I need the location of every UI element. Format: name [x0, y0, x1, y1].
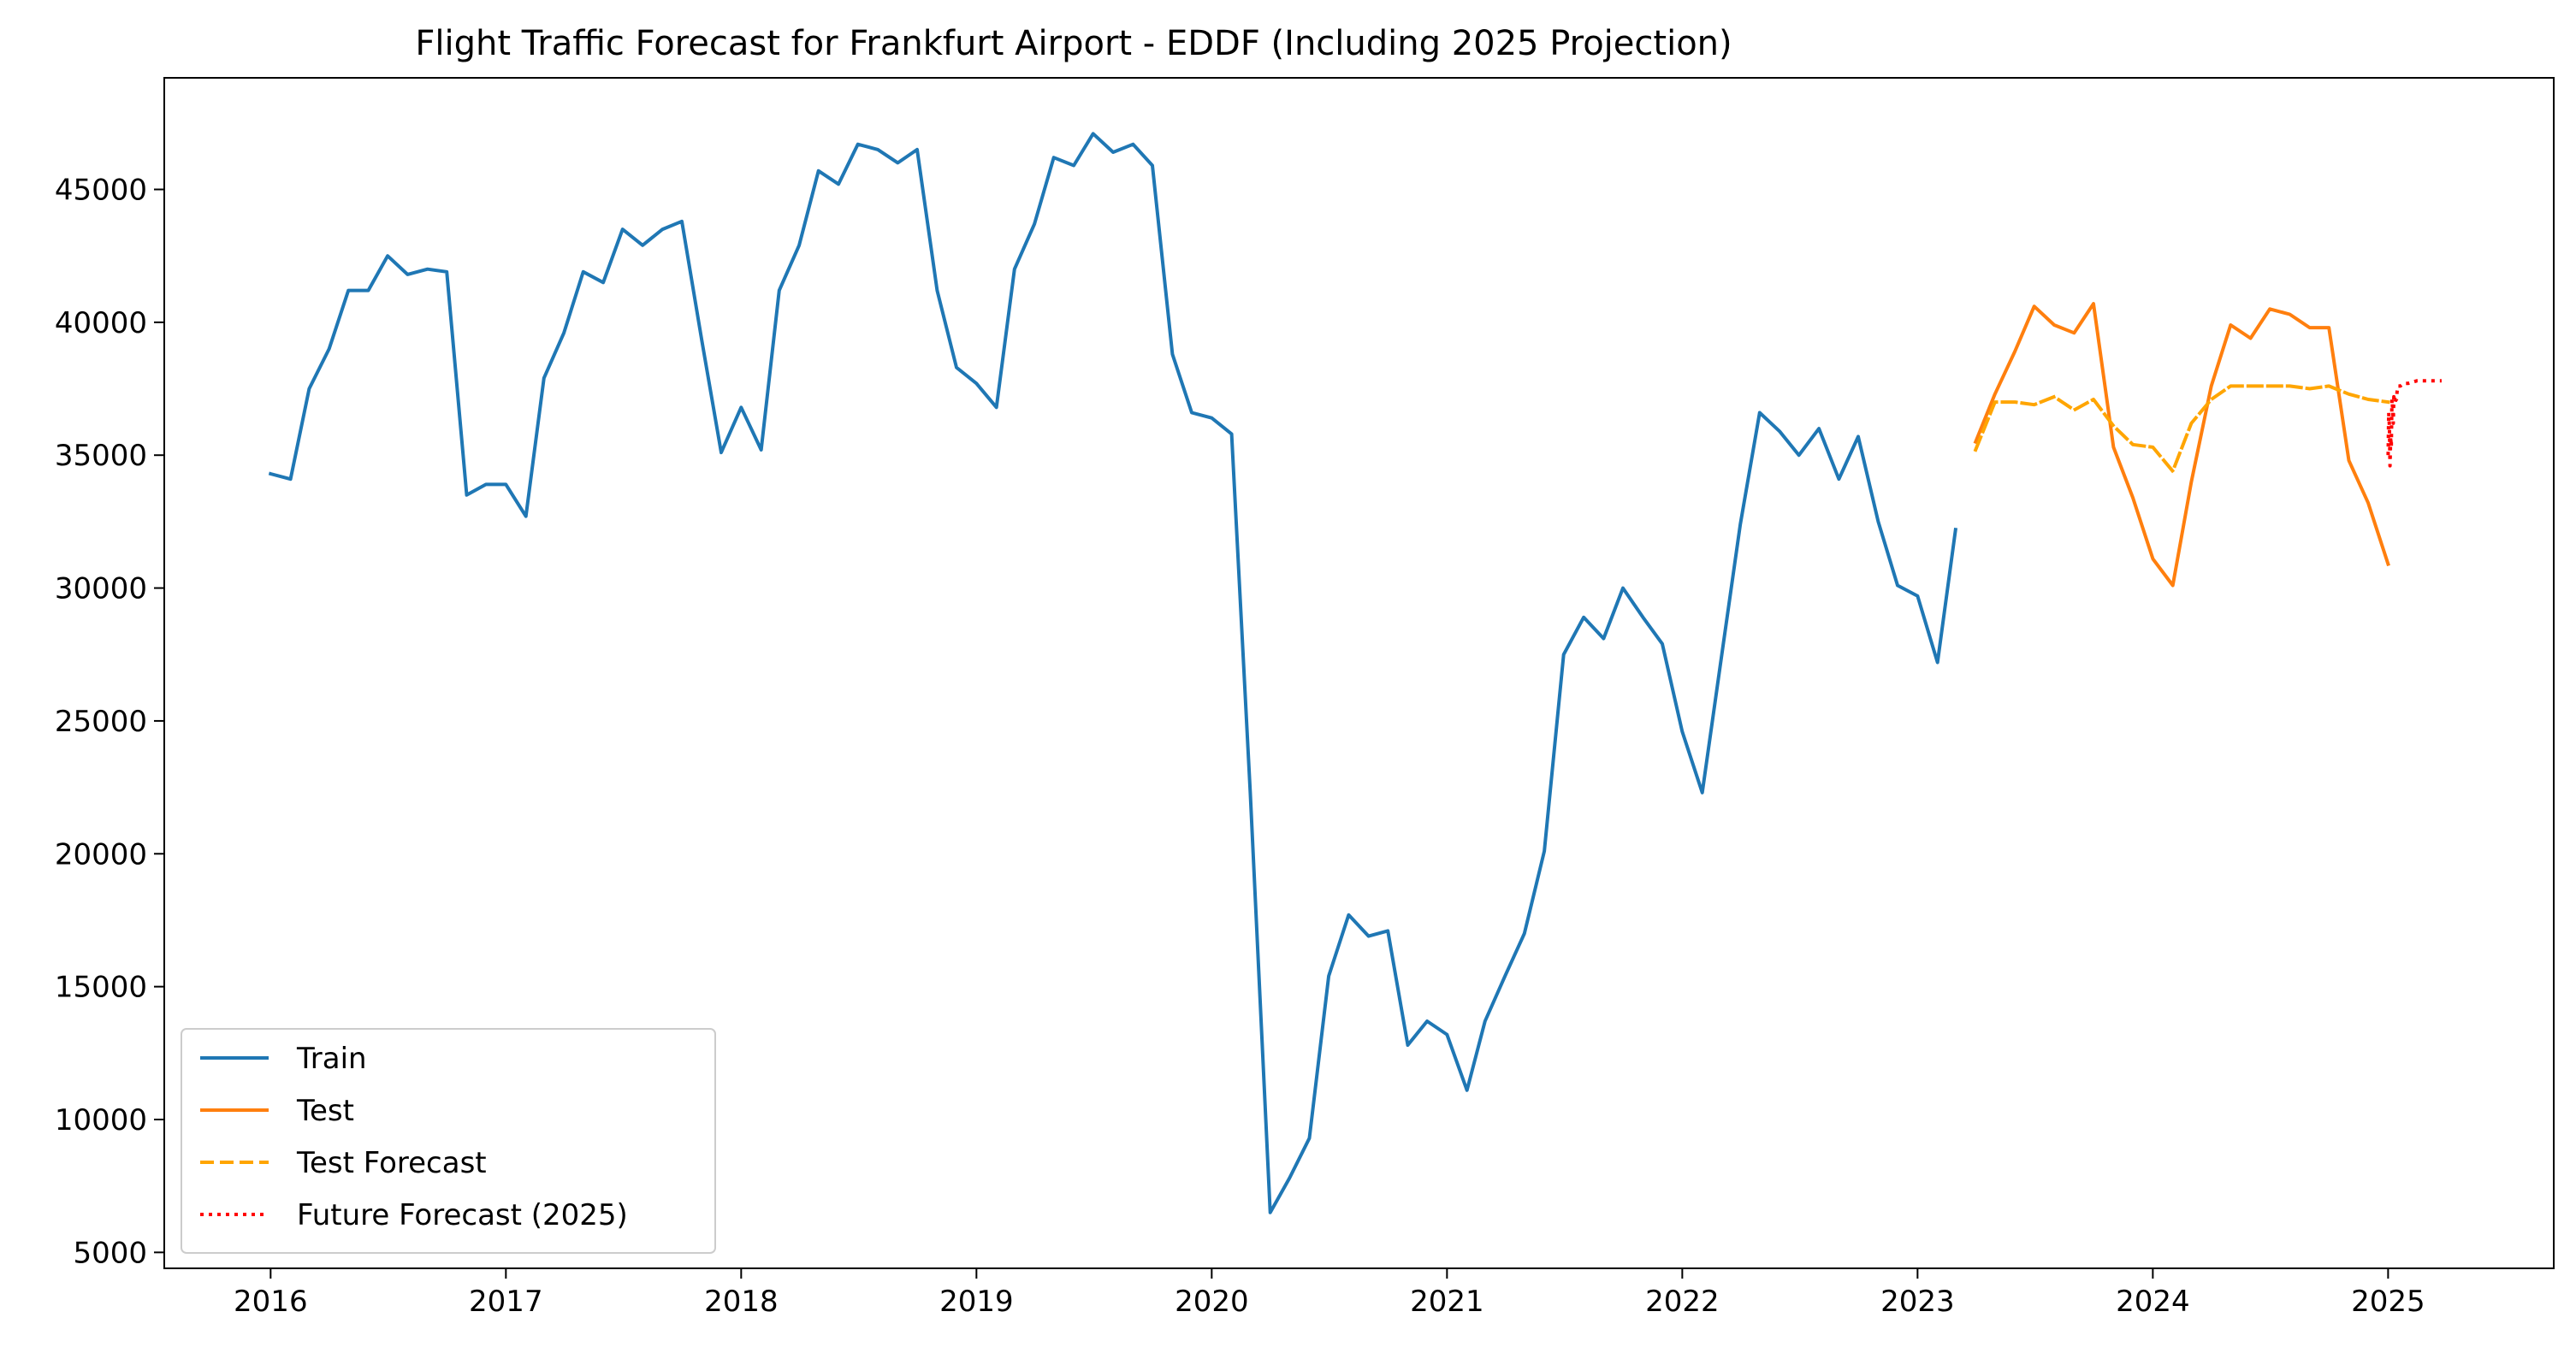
- chart-title: Flight Traffic Forecast for Frankfurt Ai…: [415, 24, 1732, 63]
- y-axis: 5000 10000 15000 20000 25000 30000 35000 40000 4…: [55, 174, 164, 1270]
- y-tick-label: 10000: [55, 1103, 147, 1137]
- series-line-2: [1973, 384, 2390, 473]
- x-tick-label: 2017: [469, 1285, 543, 1319]
- y-tick-label: 45000: [55, 174, 147, 208]
- y-tick-label: 20000: [55, 837, 147, 871]
- legend-label: Test: [296, 1094, 354, 1128]
- series-line-0: [268, 132, 1958, 1214]
- x-tick-label: 2019: [939, 1285, 1014, 1319]
- x-tick-label: 2025: [2351, 1285, 2425, 1319]
- series-line-1: [1973, 302, 2390, 588]
- x-axis: 2016 2017 2018 2019 2020 2021 2022 2023 2024 2025: [234, 1268, 2425, 1319]
- legend-label: Test Forecast: [296, 1146, 487, 1180]
- legend-label: Train: [296, 1042, 367, 1076]
- x-tick-label: 2018: [704, 1285, 779, 1319]
- y-tick-label: 25000: [55, 705, 147, 739]
- x-tick-label: 2021: [1410, 1285, 1484, 1319]
- y-tick-label: 30000: [55, 572, 147, 606]
- x-tick-label: 2020: [1175, 1285, 1249, 1319]
- x-tick-label: 2024: [2116, 1285, 2190, 1319]
- series-line-3: [2386, 379, 2442, 468]
- legend-label: Future Forecast (2025): [297, 1198, 628, 1232]
- y-tick-label: 35000: [55, 439, 147, 473]
- x-tick-label: 2016: [234, 1285, 308, 1319]
- series-layer: [268, 132, 2442, 1214]
- plot-frame: [163, 77, 2555, 1269]
- legend-box: [181, 1028, 716, 1254]
- legend: Train Test Test Forecast Future Forecast (2…: [181, 1028, 716, 1254]
- x-tick-label: 2022: [1645, 1285, 1720, 1319]
- x-tick-label: 2023: [1880, 1285, 1955, 1319]
- y-tick-label: 5000: [73, 1236, 147, 1270]
- y-tick-label: 15000: [55, 971, 147, 1005]
- y-tick-label: 40000: [55, 306, 147, 340]
